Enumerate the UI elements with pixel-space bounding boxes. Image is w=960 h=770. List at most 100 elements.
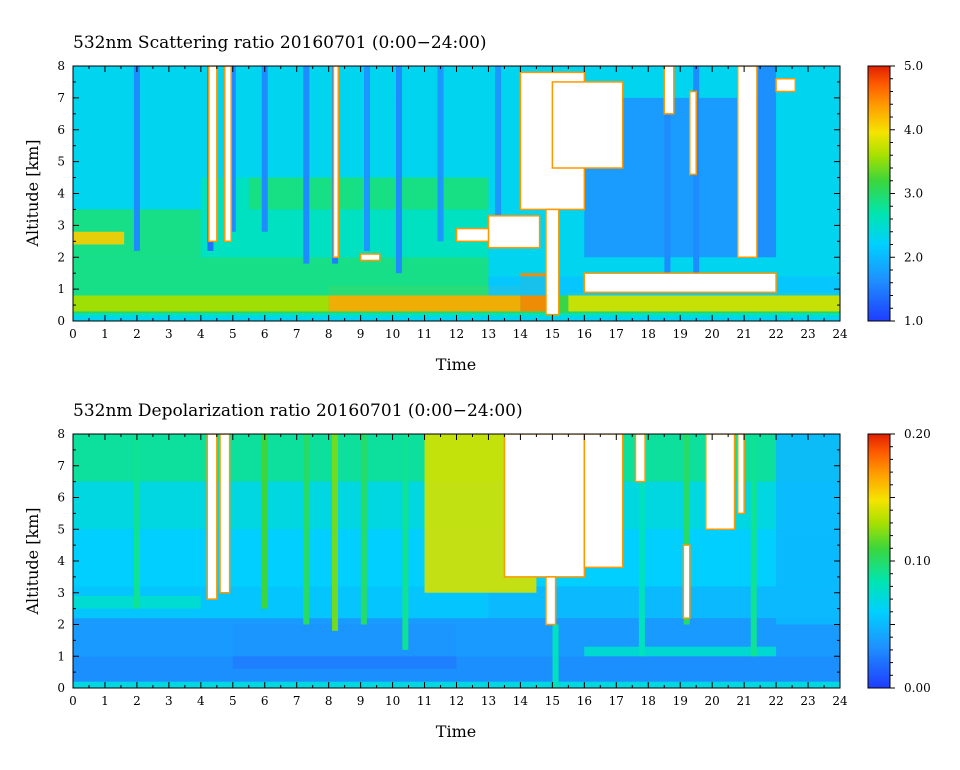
- y-tick-label: 5: [57, 155, 65, 169]
- no-data-region: [332, 66, 340, 258]
- depolarization-x-label: Time: [436, 722, 476, 741]
- x-tick-label: 0: [69, 694, 77, 708]
- x-tick-label: 7: [293, 327, 301, 341]
- heatmap-column: [683, 434, 690, 625]
- x-tick-label: 23: [800, 327, 815, 341]
- scattering-ratio-panel: 532nm Scattering ratio 20160701 (0:00−24…: [23, 33, 923, 374]
- x-tick-label: 3: [165, 694, 173, 708]
- scattering-x-ticks: 0 1 2 3 4 5 6 7 8 9 10 11 12 13 14 15 16 17 18 19 20 21 22 23 24: [69, 66, 848, 341]
- x-tick-label: 21: [736, 694, 751, 708]
- heatmap-column: [552, 624, 559, 688]
- x-tick-label: 18: [641, 694, 656, 708]
- heatmap-column: [261, 434, 268, 609]
- no-data-region: [551, 81, 624, 169]
- x-tick-label: 5: [229, 694, 237, 708]
- no-data-region: [208, 66, 218, 243]
- heatmap-band: [584, 646, 777, 657]
- x-tick-label: 11: [417, 694, 432, 708]
- x-tick-label: 3: [165, 327, 173, 341]
- x-tick-label: 0: [69, 327, 77, 341]
- y-tick-label: 8: [57, 59, 65, 73]
- heatmap-column: [364, 66, 371, 251]
- scattering-colorbar-ticks: 1.0 2.0 3.0 4.0 5.0: [890, 59, 923, 328]
- no-data-region: [682, 544, 691, 619]
- x-tick-label: 5: [229, 327, 237, 341]
- no-data-region: [545, 576, 557, 626]
- heatmap-column: [664, 66, 671, 290]
- no-data-region: [736, 434, 745, 515]
- x-tick-label: 18: [641, 327, 656, 341]
- no-data-region: [224, 66, 232, 243]
- y-tick-label: 1: [57, 282, 65, 296]
- y-tick-label: 0: [57, 314, 65, 328]
- x-tick-label: 15: [545, 327, 560, 341]
- heatmap-column: [332, 434, 339, 631]
- heatmap-column: [693, 66, 700, 290]
- no-data-region: [583, 272, 777, 294]
- x-tick-label: 11: [417, 327, 432, 341]
- x-tick-label: 2: [133, 694, 141, 708]
- x-tick-label: 14: [513, 327, 529, 341]
- heatmap-column: [303, 66, 310, 264]
- y-tick-label: 4: [57, 187, 65, 201]
- y-tick-label: 2: [57, 250, 65, 264]
- x-tick-label: 16: [577, 327, 592, 341]
- x-tick-label: 8: [325, 694, 333, 708]
- x-tick-label: 6: [261, 694, 269, 708]
- y-tick-label: 1: [57, 649, 65, 663]
- y-tick-label: 6: [57, 123, 65, 137]
- scattering-heatmap: [73, 66, 840, 321]
- heatmap-band: [568, 292, 840, 312]
- y-tick-label: 3: [57, 218, 65, 232]
- no-data-region: [545, 208, 560, 316]
- x-tick-label: 1: [101, 694, 109, 708]
- no-data-region: [583, 434, 624, 569]
- depolarization-y-ticks: 0 1 2 3 4 5 6 7 8: [57, 427, 840, 695]
- colorbar-tick-label: 0.10: [904, 554, 931, 568]
- depolarization-x-ticks: 0 1 2 3 4 5 6 7 8 9 10 11 12 13 14 15 16 17 18 19 20 21 22 23 24: [69, 434, 848, 708]
- y-tick-label: 5: [57, 522, 65, 536]
- x-tick-label: 21: [736, 327, 751, 341]
- x-tick-label: 14: [513, 694, 529, 708]
- x-tick-label: 22: [768, 327, 783, 341]
- heatmap-column: [402, 434, 409, 650]
- heatmap-band: [776, 434, 840, 625]
- colorbar-tick-label: 4.0: [904, 123, 923, 137]
- x-tick-label: 7: [293, 694, 301, 708]
- no-data-region: [663, 66, 675, 115]
- x-tick-label: 10: [385, 694, 400, 708]
- heatmap-band: [73, 257, 489, 296]
- x-tick-label: 10: [385, 327, 400, 341]
- heatmap-column: [360, 434, 367, 625]
- x-tick-label: 9: [357, 327, 365, 341]
- x-tick-label: 13: [481, 327, 496, 341]
- x-tick-label: 4: [197, 694, 205, 708]
- x-tick-label: 24: [832, 327, 848, 341]
- x-tick-label: 23: [800, 694, 815, 708]
- no-data-region: [705, 434, 736, 530]
- scattering-x-label: Time: [436, 355, 476, 374]
- heatmap-column: [303, 434, 310, 625]
- x-tick-label: 19: [673, 694, 688, 708]
- scattering-colorbar: [867, 65, 891, 322]
- colorbar-tick-label: 0.00: [904, 681, 931, 695]
- x-tick-label: 9: [357, 694, 365, 708]
- y-tick-label: 7: [57, 91, 65, 105]
- x-tick-label: 12: [449, 327, 464, 341]
- y-tick-label: 6: [57, 491, 65, 505]
- x-tick-label: 2: [133, 327, 141, 341]
- heatmap-band: [73, 295, 329, 312]
- colorbar-tick-label: 0.20: [904, 427, 931, 441]
- heatmap-column: [395, 66, 402, 274]
- depolarization-colorbar-ticks: 0.00 0.10 0.20: [890, 427, 931, 695]
- x-tick-label: 17: [609, 327, 624, 341]
- scattering-y-ticks: 0 1 2 3 4 5 6 7 8: [57, 59, 840, 328]
- no-data-region: [219, 434, 231, 594]
- colorbar-tick-label: 1.0: [904, 314, 923, 328]
- x-tick-label: 6: [261, 327, 269, 341]
- colorbar-tick-label: 2.0: [904, 250, 923, 264]
- heatmap-band: [73, 313, 840, 317]
- heatmap-column: [437, 66, 444, 242]
- no-data-region: [455, 227, 490, 243]
